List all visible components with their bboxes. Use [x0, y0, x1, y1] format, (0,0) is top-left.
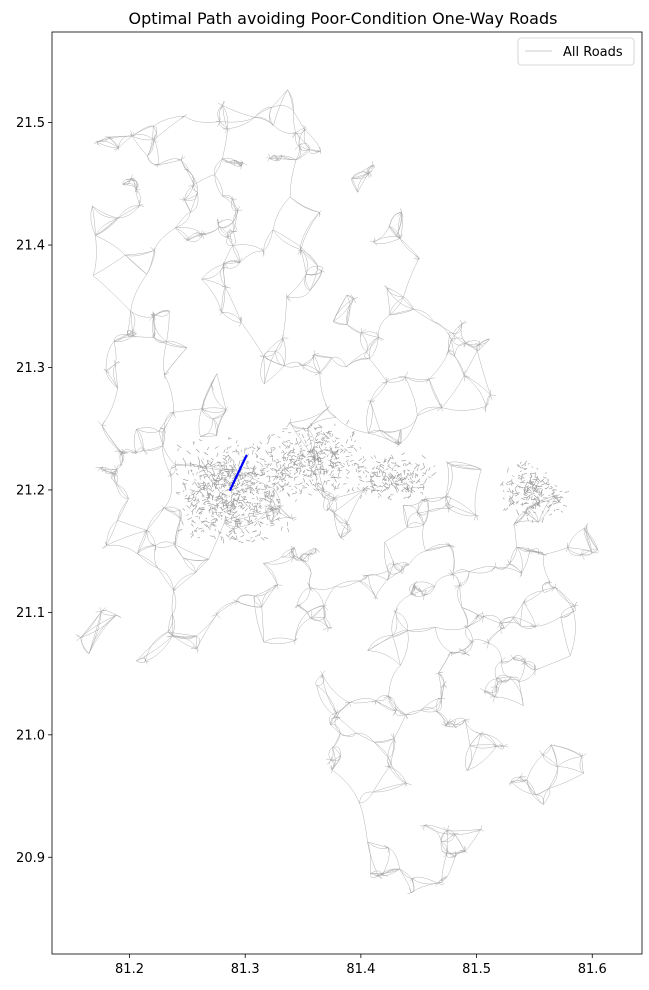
optimal-path [229, 454, 248, 491]
legend-label-all-roads: All Roads [563, 45, 623, 60]
urban-roads [171, 419, 570, 544]
x-tick-label: 81.5 [462, 962, 491, 977]
y-tick-label: 21.5 [16, 116, 45, 131]
x-tick-label: 81.6 [578, 962, 607, 977]
chart-title: Optimal Path avoiding Poor-Condition One… [129, 9, 558, 28]
x-tick-label: 81.3 [231, 962, 260, 977]
y-tick-label: 20.9 [16, 851, 45, 866]
y-axis: 20.9 21.0 21.1 21.2 21.3 21.4 21.5 [16, 116, 52, 866]
plot-frame [51, 31, 643, 955]
road-network [75, 89, 599, 894]
y-tick-label: 21.3 [16, 361, 45, 376]
y-tick-label: 21.0 [16, 728, 45, 743]
y-tick-label: 21.1 [16, 606, 45, 621]
x-tick-label: 81.2 [115, 962, 144, 977]
y-tick-label: 21.4 [16, 239, 45, 254]
legend-box [517, 37, 635, 66]
optimal-path-line [229, 454, 248, 491]
x-axis: 81.2 81.3 81.4 81.5 81.6 [115, 954, 607, 977]
x-tick-label: 81.4 [346, 962, 375, 977]
y-tick-label: 21.2 [16, 483, 45, 498]
rural-roads [75, 89, 599, 894]
legend: All Roads [517, 37, 635, 66]
